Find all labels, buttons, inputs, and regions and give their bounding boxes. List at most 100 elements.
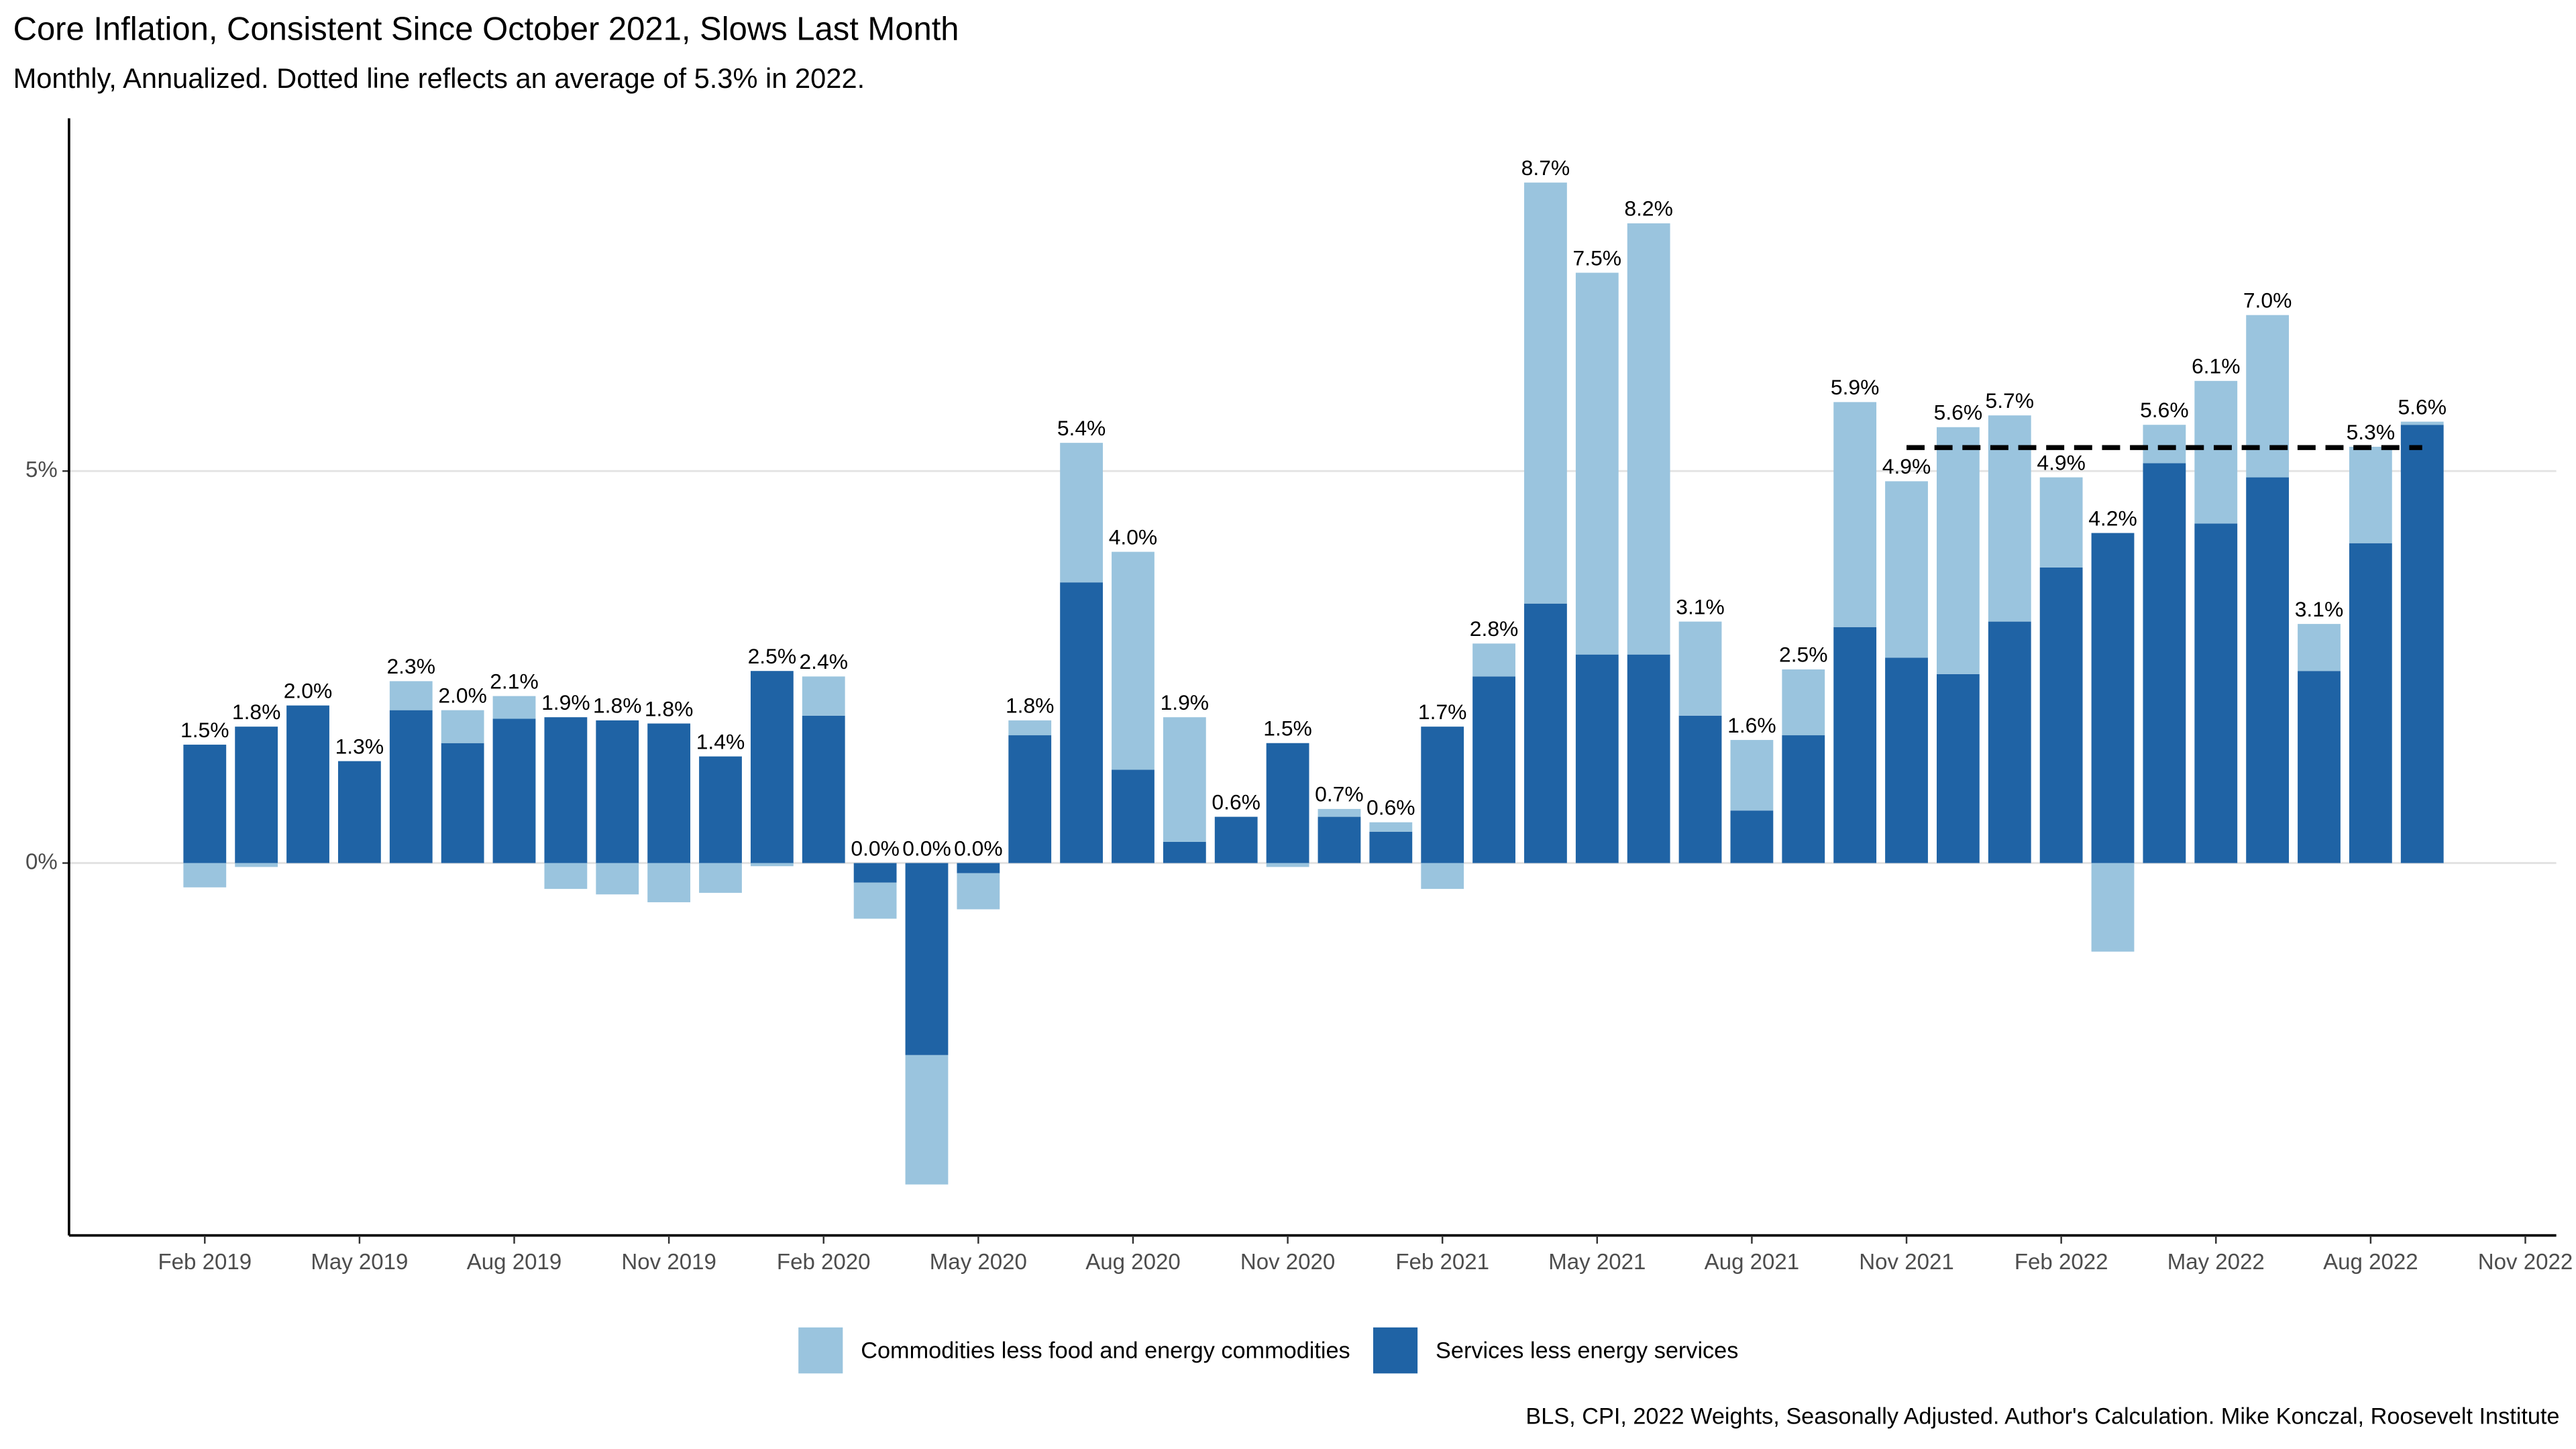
bar-segment: [235, 863, 278, 867]
data-label: 0.6%: [1212, 790, 1260, 814]
bar-segment: [1885, 481, 1928, 658]
bar-segment: [1472, 643, 1515, 677]
bar-segment: [802, 676, 845, 716]
data-label: 1.8%: [593, 694, 642, 718]
bar-segment: [1833, 402, 1877, 627]
data-label: 0.0%: [851, 836, 900, 860]
bar-segment: [286, 705, 329, 863]
bar-segment: [1318, 816, 1361, 863]
data-label: 3.1%: [2295, 597, 2344, 621]
data-label: 6.1%: [2192, 354, 2241, 378]
bar-segment: [1214, 816, 1258, 863]
bar-segment: [1782, 669, 1825, 736]
bar-segment: [1266, 743, 1309, 863]
bar-segment: [1112, 769, 1155, 863]
x-tick-label: Feb 2021: [1395, 1250, 1489, 1275]
data-label: 2.4%: [799, 649, 848, 674]
bar-segment: [853, 882, 897, 919]
bar-segment: [1833, 627, 1877, 863]
data-label: 2.5%: [1779, 643, 1828, 667]
data-label: 2.8%: [1470, 616, 1519, 641]
bar-segment: [2143, 425, 2186, 464]
bar-segment: [957, 873, 1000, 910]
bar-segment: [1937, 427, 1980, 674]
data-label: 1.3%: [335, 734, 384, 758]
bar-segment: [492, 718, 536, 863]
bar-segment: [1008, 720, 1052, 736]
x-tick-label: May 2019: [311, 1250, 408, 1275]
data-label: 5.6%: [1934, 400, 1983, 425]
bar-segment: [1627, 654, 1670, 863]
data-label: 1.9%: [541, 690, 590, 714]
data-label: 1.9%: [1161, 690, 1210, 714]
bar-segment: [337, 761, 381, 863]
bar-segment: [1937, 674, 1980, 863]
bar-segment: [2298, 671, 2341, 863]
bar-segment: [2400, 421, 2444, 425]
data-label: 1.8%: [232, 700, 281, 724]
x-tick-label: Nov 2019: [621, 1250, 716, 1275]
x-tick-label: Nov 2022: [2478, 1250, 2573, 1275]
data-label: 1.7%: [1418, 700, 1467, 724]
bar-segment: [492, 696, 536, 719]
legend-swatch: [798, 1327, 843, 1374]
bar-segment: [2298, 624, 2341, 672]
bar-segment: [1060, 443, 1103, 583]
bar-segment: [750, 863, 794, 867]
x-tick-label: Feb 2022: [2015, 1250, 2108, 1275]
data-label: 1.6%: [1727, 713, 1776, 737]
bar-segment: [1678, 715, 1722, 863]
bar-segment: [183, 745, 227, 863]
x-tick-label: Feb 2020: [777, 1250, 871, 1275]
bar-segment: [1369, 822, 1413, 832]
x-tick-label: Nov 2021: [1859, 1250, 1953, 1275]
bar-segment: [2349, 446, 2392, 543]
x-tick-label: Aug 2021: [1705, 1250, 1800, 1275]
bar-segment: [2246, 315, 2290, 478]
bar-segment: [1730, 810, 1774, 863]
bar-segment: [1575, 654, 1619, 863]
data-label: 2.0%: [438, 683, 487, 707]
bar-segment: [957, 863, 1000, 873]
data-label: 7.0%: [2243, 288, 2292, 312]
bar-segment: [441, 710, 484, 743]
data-label: 5.9%: [1831, 375, 1880, 399]
data-label: 1.5%: [1263, 716, 1312, 741]
bar-segment: [1730, 740, 1774, 811]
bar-segment: [544, 717, 588, 863]
legend: Commodities less food and energy commodi…: [798, 1327, 1738, 1374]
data-label: 5.4%: [1057, 416, 1106, 440]
bar-segment: [750, 671, 794, 863]
bar-segment: [905, 863, 949, 1055]
legend-label: Services less energy services: [1436, 1338, 1738, 1364]
data-label: 2.0%: [284, 678, 333, 702]
data-label: 1.8%: [645, 696, 694, 720]
bar-segment: [1266, 863, 1309, 867]
data-label: 3.1%: [1676, 594, 1725, 619]
bar-segment: [596, 720, 639, 863]
bar-segment: [1369, 831, 1413, 863]
data-label: 8.2%: [1624, 197, 1673, 221]
bar-segment: [1524, 603, 1567, 863]
data-label: 2.1%: [490, 669, 539, 693]
bar-segment: [2194, 523, 2238, 863]
bar-segment: [596, 863, 639, 895]
bar-segment: [183, 863, 227, 888]
data-label: 4.2%: [2088, 506, 2137, 530]
data-label: 4.0%: [1109, 525, 1158, 549]
bar-segment: [2246, 477, 2290, 863]
data-label: 0.6%: [1366, 796, 1415, 820]
chart-title: Core Inflation, Consistent Since October…: [13, 11, 959, 47]
bar-segment: [1163, 717, 1206, 842]
bar-segment: [647, 863, 691, 902]
data-label: 8.7%: [1521, 156, 1570, 180]
x-tick-label: May 2021: [1548, 1250, 1646, 1275]
bar-segment: [1008, 735, 1052, 863]
y-tick-label: 5%: [25, 458, 58, 482]
data-label: 1.8%: [1006, 694, 1055, 718]
data-label: 1.4%: [696, 729, 745, 753]
bar-segment: [1060, 582, 1103, 863]
legend-swatch: [1373, 1327, 1418, 1374]
bar-segment: [2194, 380, 2238, 524]
